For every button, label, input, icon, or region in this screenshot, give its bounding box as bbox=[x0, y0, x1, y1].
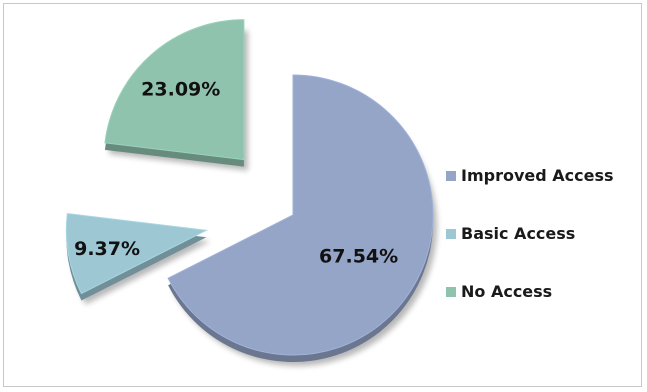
slice-group-no-access: 23.09% bbox=[104, 19, 248, 171]
data-label-basic-access: 9.37% bbox=[74, 238, 140, 260]
legend-label-improved-access: Improved Access bbox=[461, 166, 614, 185]
legend-label-basic-access: Basic Access bbox=[461, 224, 576, 243]
legend-item-basic-access: Basic Access bbox=[446, 224, 575, 243]
slice-no-access bbox=[104, 19, 245, 161]
legend-item-improved-access: Improved Access bbox=[446, 166, 614, 185]
slice-group-improved-access: 67.54% bbox=[167, 74, 438, 366]
data-label-improved-access: 67.54% bbox=[319, 245, 398, 267]
slice-basic-access bbox=[65, 212, 209, 295]
slice-group-basic-access: 9.37% bbox=[65, 212, 211, 305]
legend-swatch-basic-access bbox=[446, 228, 456, 239]
slice-improved-access bbox=[167, 74, 434, 356]
legend-label-no-access: No Access bbox=[461, 282, 553, 301]
legend-swatch-improved-access bbox=[446, 170, 456, 181]
data-label-no-access: 23.09% bbox=[141, 78, 220, 100]
legend-swatch-no-access bbox=[446, 286, 456, 297]
legend-item-no-access: No Access bbox=[446, 282, 552, 301]
